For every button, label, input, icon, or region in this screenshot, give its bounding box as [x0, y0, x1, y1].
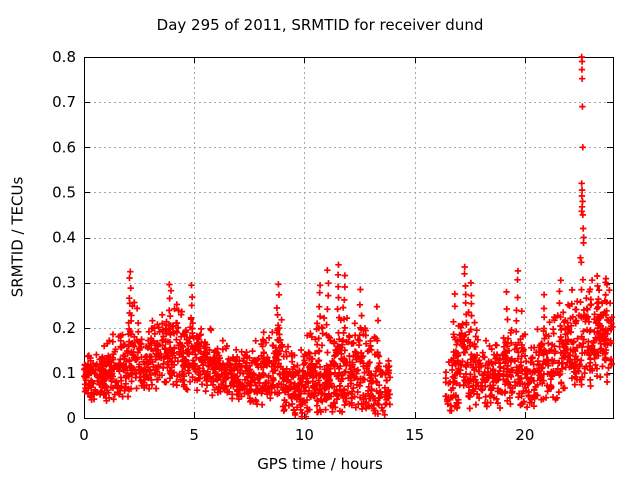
svg-text:0: 0 [79, 426, 89, 444]
svg-text:0.3: 0.3 [52, 274, 76, 292]
svg-text:10: 10 [295, 426, 314, 444]
svg-text:0.8: 0.8 [52, 48, 76, 66]
svg-text:20: 20 [515, 426, 534, 444]
svg-text:0.1: 0.1 [52, 364, 76, 382]
svg-text:0.2: 0.2 [52, 319, 76, 337]
svg-text:0: 0 [66, 409, 76, 427]
x-tick-labels: 0 5 10 15 20 [79, 426, 534, 444]
scatter-markers [81, 53, 616, 420]
svg-text:0.6: 0.6 [52, 138, 76, 156]
svg-text:0.7: 0.7 [52, 93, 76, 111]
x-axis-label: GPS time / hours [257, 455, 383, 473]
svg-text:0.5: 0.5 [52, 183, 76, 201]
svg-text:15: 15 [405, 426, 424, 444]
svg-text:0.4: 0.4 [52, 229, 76, 247]
axis-ticks [84, 57, 613, 419]
svg-text:5: 5 [189, 426, 199, 444]
y-tick-labels: 0 0.1 0.2 0.3 0.4 0.5 0.6 0.7 0.8 [52, 48, 76, 427]
chart-title: Day 295 of 2011, SRMTID for receiver dun… [156, 16, 484, 34]
